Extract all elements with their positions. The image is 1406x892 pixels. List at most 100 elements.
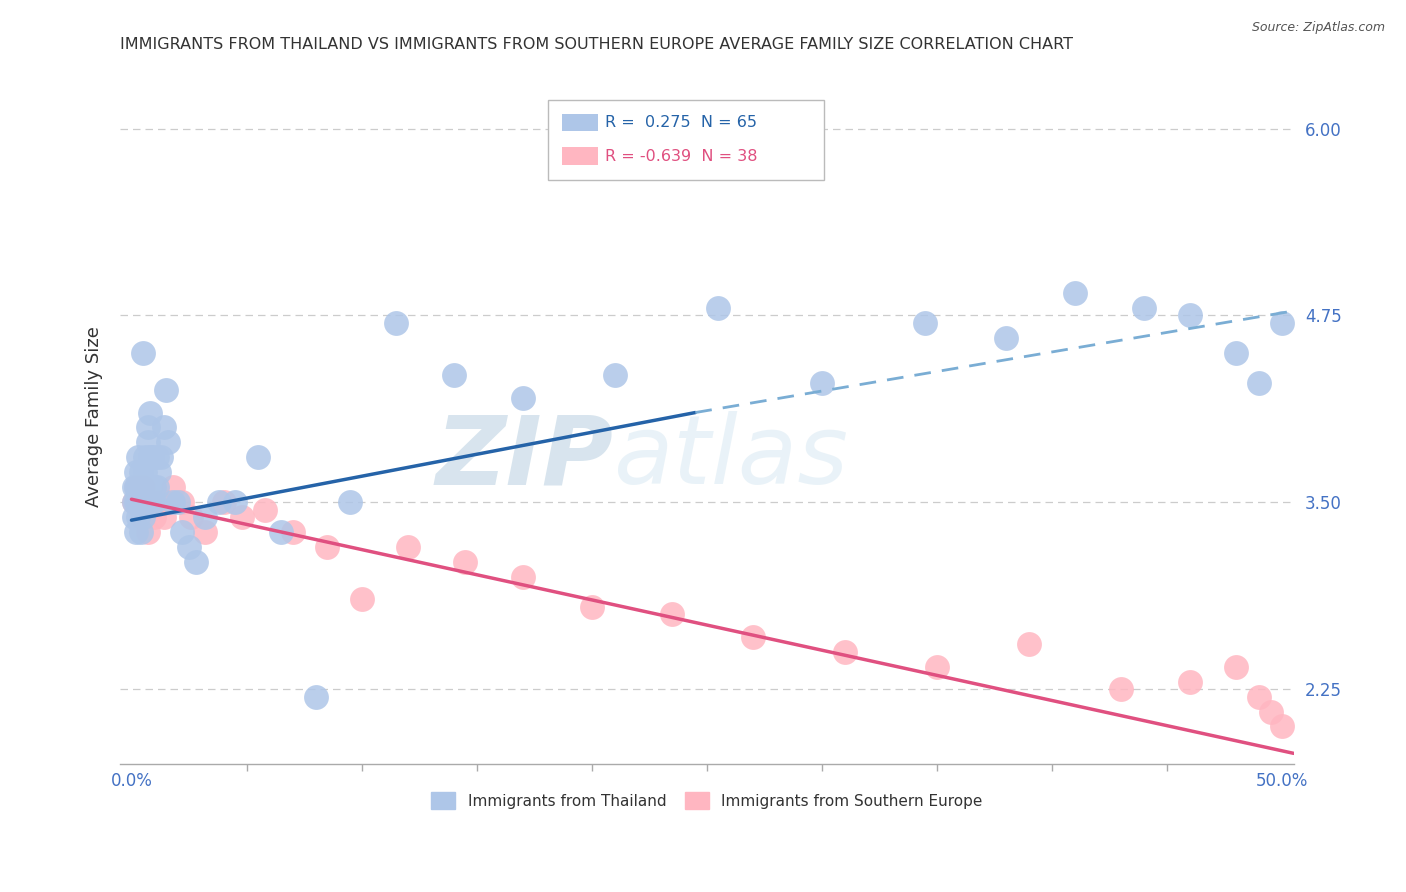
Point bbox=[454, 555, 477, 569]
Text: ZIP: ZIP bbox=[434, 411, 613, 505]
Point bbox=[127, 450, 149, 465]
Point bbox=[1271, 719, 1294, 733]
Point bbox=[194, 525, 217, 540]
Point bbox=[132, 480, 155, 494]
Point bbox=[132, 345, 155, 359]
Point bbox=[136, 435, 159, 450]
Point bbox=[152, 510, 174, 524]
Point bbox=[148, 495, 170, 509]
Point bbox=[132, 495, 155, 509]
Point bbox=[134, 495, 156, 509]
Point bbox=[136, 420, 159, 434]
Text: Source: ZipAtlas.com: Source: ZipAtlas.com bbox=[1251, 21, 1385, 34]
Point bbox=[512, 391, 534, 405]
Point bbox=[1271, 316, 1294, 330]
Y-axis label: Average Family Size: Average Family Size bbox=[86, 326, 103, 507]
Point bbox=[925, 659, 948, 673]
Point bbox=[914, 316, 936, 330]
Point bbox=[139, 480, 162, 494]
Point bbox=[661, 607, 683, 622]
Point bbox=[122, 495, 145, 509]
Text: atlas: atlas bbox=[613, 411, 848, 505]
Text: R = -0.639  N = 38: R = -0.639 N = 38 bbox=[605, 149, 758, 164]
Point bbox=[134, 495, 156, 509]
Point bbox=[155, 383, 177, 397]
FancyBboxPatch shape bbox=[562, 114, 598, 131]
Point bbox=[150, 450, 173, 465]
Point bbox=[143, 495, 166, 509]
Point bbox=[512, 570, 534, 584]
Point bbox=[152, 420, 174, 434]
FancyBboxPatch shape bbox=[548, 100, 824, 180]
Point bbox=[141, 450, 163, 465]
Point bbox=[281, 525, 304, 540]
Point bbox=[1178, 674, 1201, 689]
Point bbox=[166, 495, 188, 509]
Point bbox=[148, 466, 170, 480]
Point bbox=[224, 495, 246, 509]
Point bbox=[132, 480, 155, 494]
Point bbox=[141, 495, 163, 509]
Point bbox=[134, 450, 156, 465]
Point bbox=[146, 480, 169, 494]
Point bbox=[253, 502, 276, 516]
Point bbox=[707, 301, 730, 315]
Point bbox=[172, 495, 194, 509]
Point bbox=[172, 525, 194, 540]
Point bbox=[122, 510, 145, 524]
Point bbox=[122, 480, 145, 494]
Point bbox=[1249, 376, 1271, 390]
Point bbox=[127, 510, 149, 524]
Point bbox=[339, 495, 361, 509]
Point bbox=[304, 690, 326, 704]
Point bbox=[129, 480, 152, 494]
Point bbox=[180, 510, 202, 524]
Point bbox=[125, 466, 148, 480]
Point bbox=[212, 495, 235, 509]
Point bbox=[1249, 690, 1271, 704]
Point bbox=[125, 495, 148, 509]
Point bbox=[127, 495, 149, 509]
Point bbox=[162, 480, 184, 494]
Point bbox=[127, 480, 149, 494]
Point bbox=[129, 510, 152, 524]
Point bbox=[143, 510, 166, 524]
Point bbox=[741, 630, 763, 644]
Point bbox=[143, 480, 166, 494]
Point bbox=[1018, 637, 1040, 651]
Point bbox=[136, 525, 159, 540]
Point bbox=[122, 495, 145, 509]
Point bbox=[139, 450, 162, 465]
Point bbox=[1225, 659, 1247, 673]
Point bbox=[443, 368, 465, 383]
Point bbox=[125, 480, 148, 494]
Point bbox=[1178, 309, 1201, 323]
Point bbox=[157, 495, 180, 509]
Point bbox=[995, 331, 1018, 345]
Point bbox=[125, 525, 148, 540]
Point bbox=[127, 495, 149, 509]
Point bbox=[146, 450, 169, 465]
Text: IMMIGRANTS FROM THAILAND VS IMMIGRANTS FROM SOUTHERN EUROPE AVERAGE FAMILY SIZE : IMMIGRANTS FROM THAILAND VS IMMIGRANTS F… bbox=[120, 37, 1073, 53]
Point bbox=[396, 540, 419, 554]
Point bbox=[157, 435, 180, 450]
Legend: Immigrants from Thailand, Immigrants from Southern Europe: Immigrants from Thailand, Immigrants fro… bbox=[425, 787, 988, 815]
Point bbox=[385, 316, 408, 330]
Point bbox=[141, 495, 163, 509]
Point bbox=[177, 540, 200, 554]
Point bbox=[834, 645, 856, 659]
Point bbox=[603, 368, 626, 383]
Point bbox=[316, 540, 339, 554]
Point bbox=[129, 525, 152, 540]
Point bbox=[350, 592, 373, 607]
Point bbox=[231, 510, 253, 524]
Point bbox=[139, 502, 162, 516]
Point bbox=[125, 480, 148, 494]
Point bbox=[581, 599, 603, 614]
Point bbox=[1109, 682, 1132, 697]
Point bbox=[811, 376, 834, 390]
Point bbox=[139, 405, 162, 419]
FancyBboxPatch shape bbox=[562, 147, 598, 165]
Point bbox=[129, 466, 152, 480]
Point bbox=[132, 510, 155, 524]
